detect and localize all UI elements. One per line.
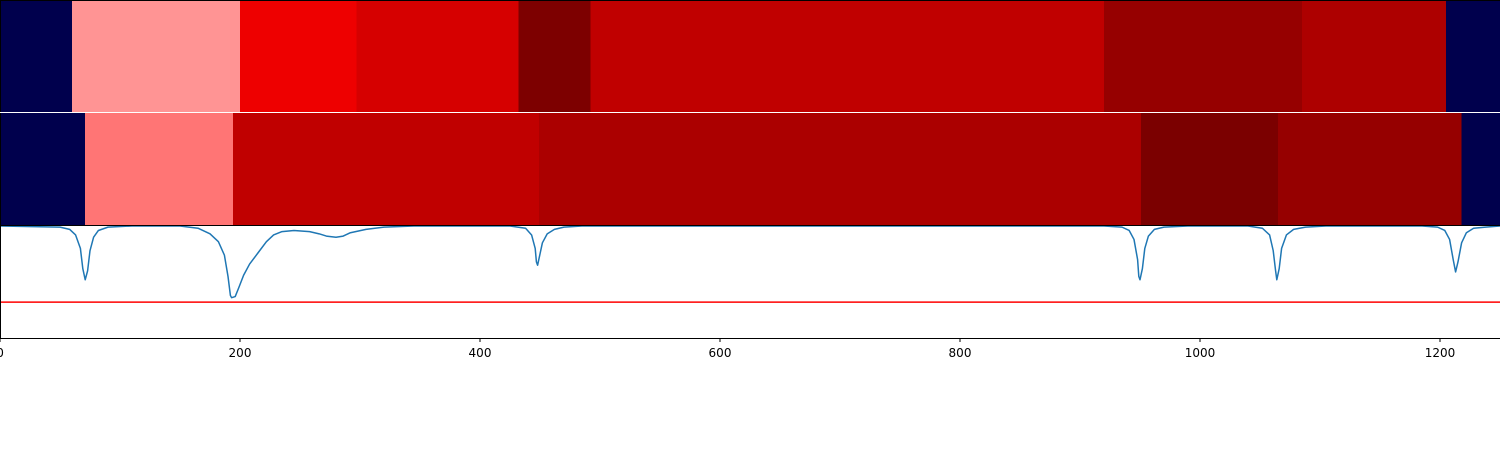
x-tick-label-2: 200 xyxy=(229,346,252,360)
signal-line xyxy=(0,225,1500,299)
segment-2-6 xyxy=(1278,113,1463,225)
segment-2-2 xyxy=(85,113,234,225)
x-tick-label-7: 1200 xyxy=(1425,346,1456,360)
segment-2-7 xyxy=(1461,113,1500,225)
segment-1-6 xyxy=(590,0,1105,112)
segment-1-1 xyxy=(0,0,73,112)
row-2 xyxy=(0,113,1500,225)
x-tick-label-5: 800 xyxy=(949,346,972,360)
x-axis: 0 200 400 600 800 1000 1200 xyxy=(0,0,1500,360)
x-tick-label-6: 1000 xyxy=(1185,346,1216,360)
x-tick-label-4: 600 xyxy=(709,346,732,360)
segment-rows xyxy=(0,0,1500,225)
signal-panel xyxy=(0,225,1500,303)
row-1 xyxy=(0,0,1500,112)
segment-1-5 xyxy=(518,0,591,112)
segment-2-1 xyxy=(0,113,86,225)
segment-1-3 xyxy=(240,0,357,112)
segment-1-8 xyxy=(1302,0,1447,112)
segment-1-7 xyxy=(1104,0,1303,112)
x-tick-label-1: 0 xyxy=(0,346,4,360)
x-tick-label-3: 400 xyxy=(469,346,492,360)
segment-1-9 xyxy=(1446,0,1500,112)
segment-2-5 xyxy=(1141,113,1279,225)
segment-1-4 xyxy=(356,0,519,112)
segment-1-2 xyxy=(72,0,241,112)
segment-2-3 xyxy=(232,113,540,225)
segment-2-4 xyxy=(538,113,1142,225)
